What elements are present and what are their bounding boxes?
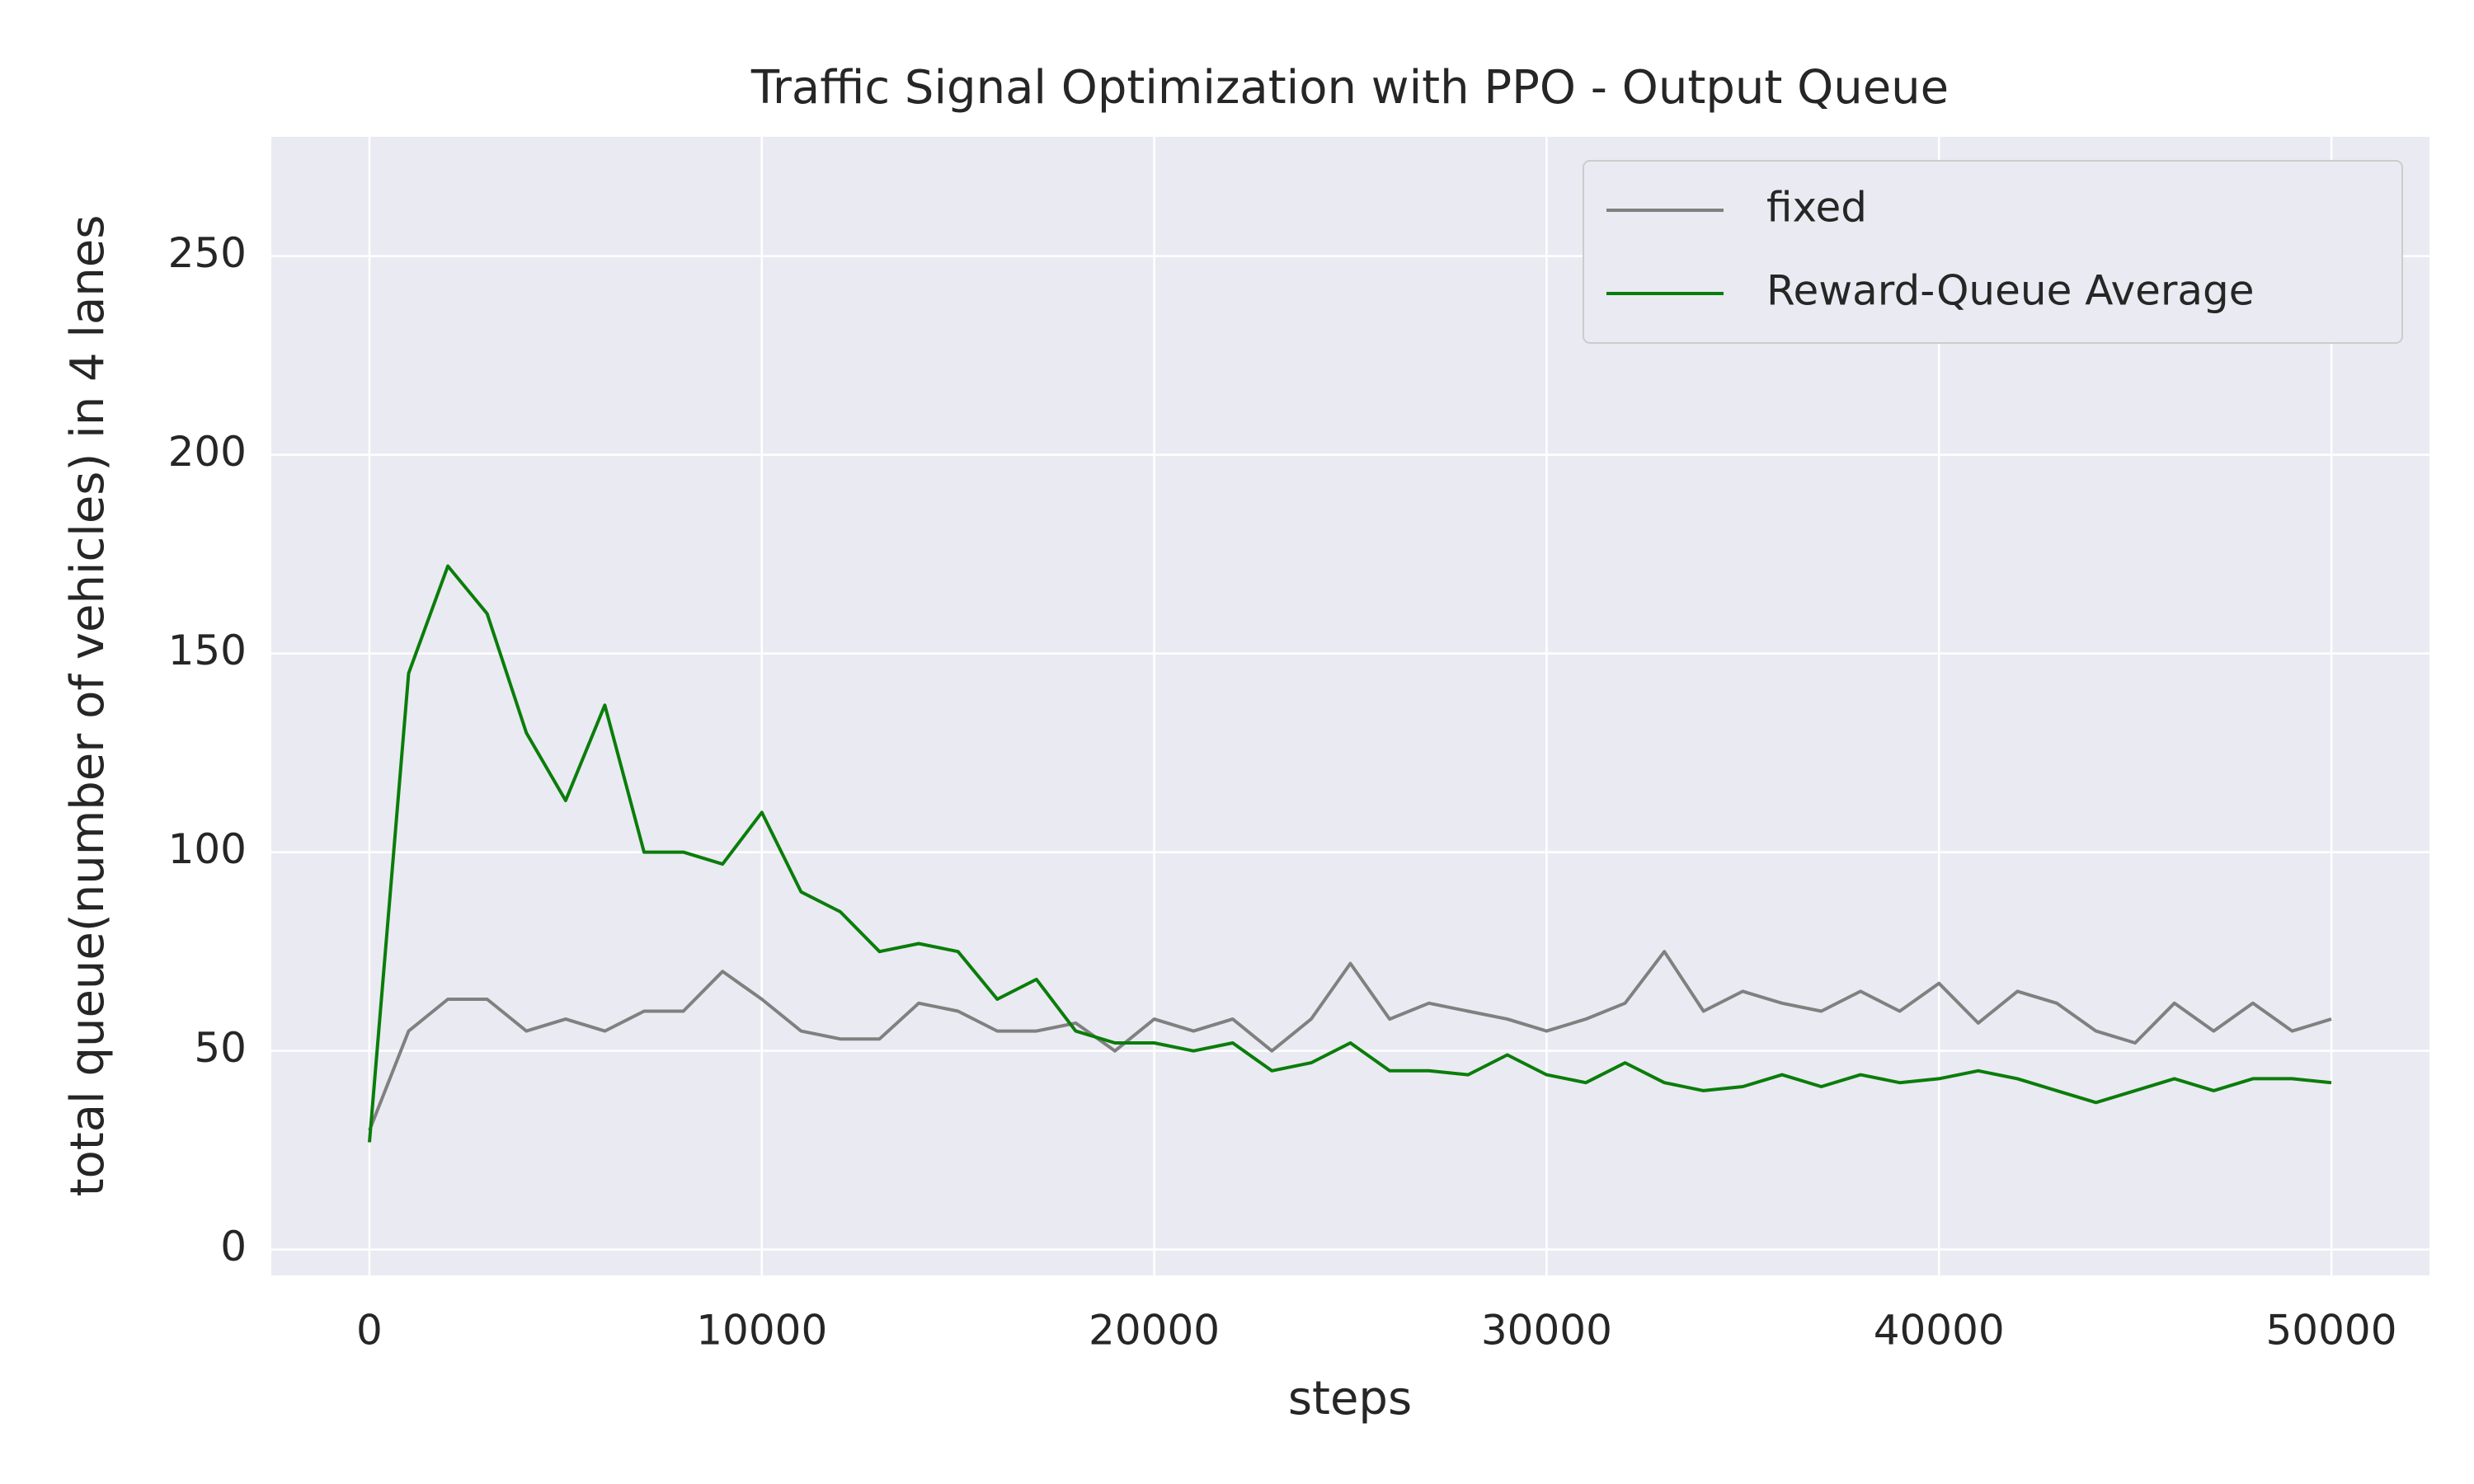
legend-label: Reward-Queue Average xyxy=(1766,267,2255,315)
grid xyxy=(271,137,2429,1275)
legend: fixed Reward-Queue Average xyxy=(1583,160,2403,344)
x-tick-label: 10000 xyxy=(696,1307,827,1355)
x-axis-label: steps xyxy=(1288,1372,1412,1425)
x-tick-label: 50000 xyxy=(2266,1307,2397,1355)
legend-label: fixed xyxy=(1766,184,1867,232)
chart-title: Traffic Signal Optimization with PPO - O… xyxy=(750,61,1949,115)
y-axis-label: total queue(number of vehicles) in 4 lan… xyxy=(61,215,115,1197)
y-tick-label: 0 xyxy=(220,1223,247,1270)
y-tick-label: 250 xyxy=(168,229,247,277)
legend-box xyxy=(1583,160,2403,344)
y-tick-label: 50 xyxy=(194,1024,247,1072)
y-tick-label: 150 xyxy=(168,627,247,674)
x-tick-label: 40000 xyxy=(1874,1307,2005,1355)
lines xyxy=(368,564,2332,1143)
y-tick-label: 200 xyxy=(168,428,247,476)
x-tick-label: 30000 xyxy=(1481,1307,1612,1355)
series-line xyxy=(368,564,2332,1143)
y-tick-label: 100 xyxy=(168,825,247,873)
x-tick-label: 0 xyxy=(356,1307,383,1355)
x-tick-label: 20000 xyxy=(1089,1307,1220,1355)
series-line xyxy=(368,950,2332,1131)
